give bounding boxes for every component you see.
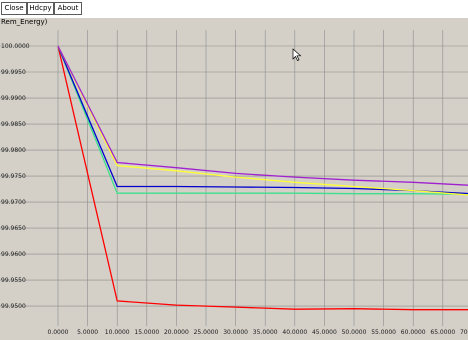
mouse-pointer-icon: [292, 48, 302, 61]
x-tick-label: 60.0000: [401, 329, 426, 336]
hardcopy-button[interactable]: Hdcpy: [27, 2, 54, 15]
y-tick-label: 99.9500: [1, 303, 26, 310]
x-tick-label: 20.0000: [164, 329, 189, 336]
toolbar: Close Hdcpy About: [0, 0, 468, 18]
x-tick-label: 25.0000: [194, 329, 219, 336]
y-tick-label: 99.9950: [1, 69, 26, 76]
y-tick-label: 100.0000: [1, 43, 30, 50]
x-tick-labels: 0.0000 5.0000 10.0000 15.0000 20.0000 25.0000…: [48, 329, 468, 336]
y-tick-label: 99.9550: [1, 277, 26, 284]
series-line-1: [57, 45, 468, 311]
y-tick-label: 99.9600: [1, 251, 26, 258]
series-line-5: [57, 45, 468, 186]
x-tick-label: 35.0000: [253, 329, 278, 336]
x-tick-label: 5.0000: [77, 329, 98, 336]
x-tick-label: 50.0000: [342, 329, 367, 336]
y-tick-label: 99.9900: [1, 95, 26, 102]
y-tick-label: 99.9750: [1, 173, 26, 180]
y-tick-label: 99.9700: [1, 199, 26, 206]
x-tick-label: 30.0000: [223, 329, 248, 336]
x-tick-label: 0.0000: [48, 329, 69, 336]
x-tick-label: 65.0000: [430, 329, 455, 336]
series-line-4: [57, 45, 468, 196]
x-tick-label: 55.0000: [371, 329, 396, 336]
about-button[interactable]: About: [54, 2, 82, 15]
variable-label: Rem_Energy): [1, 18, 48, 26]
y-tick-label: 99.9800: [1, 147, 26, 154]
y-tick-label: 99.9650: [1, 225, 26, 232]
x-tick-label: 45.0000: [312, 329, 337, 336]
x-tick-label: 40.0000: [282, 329, 307, 336]
grid-lines: [0, 30, 468, 326]
x-tick-label: 15.0000: [134, 329, 159, 336]
x-tick-label: 70.0000: [460, 329, 468, 336]
series-line-2: [57, 45, 468, 195]
y-tick-label: 99.9850: [1, 121, 26, 128]
y-tick-labels: 100.0000 99.9950 99.9900 99.9850 99.9800 99.9…: [1, 43, 30, 310]
x-tick-label: 10.0000: [105, 329, 130, 336]
close-button[interactable]: Close: [1, 2, 27, 15]
series-lines: [57, 45, 468, 311]
series-line-3: [57, 45, 468, 195]
